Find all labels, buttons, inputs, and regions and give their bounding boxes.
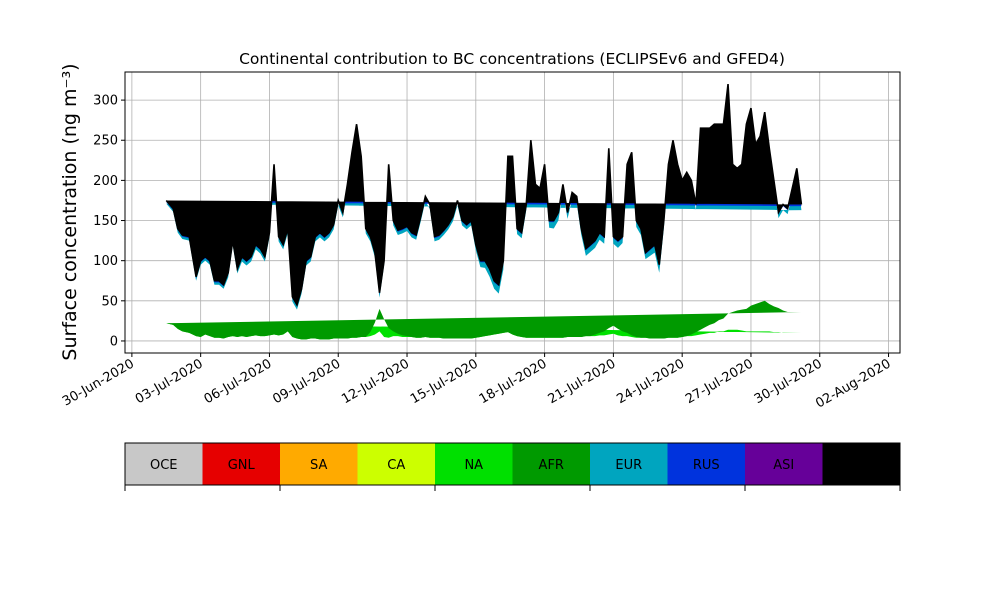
x-tick-label: 03-Jul-2020 [133,356,206,407]
legend-colorbar: OCE GNL SA CA NA AFR EUR RUS ASI AUS [124,442,901,491]
y-tick-label: 200 [93,174,118,189]
area-aus [166,84,802,305]
legend-swatch-eur [590,443,668,485]
x-tick-label: 12-Jul-2020 [339,356,412,407]
y-tick-label: 250 [93,134,118,149]
area-afr [166,300,802,340]
plot-area: 0 50 100 150 200 250 300 30-Jun-202003-Jul-2020… [60,71,901,412]
legend-label-aus: AUS [848,458,875,473]
legend-label-rus: RUS [693,458,720,473]
legend-swatch-gnl [202,443,280,485]
axes-frame [124,71,901,354]
y-tick-label: 0 [110,334,118,349]
y-tick-label: 50 [101,294,118,309]
x-tick-label: 18-Jul-2020 [477,356,550,407]
x-tick-label: 30-Jun-2020 [60,356,137,409]
y-tick-label: 150 [93,214,118,229]
x-tick-label: 21-Jul-2020 [546,356,619,407]
x-tick-label: 27-Jul-2020 [683,356,756,407]
legend-swatch-sa [280,443,358,485]
legend-swatch-na [435,443,513,485]
stacked-areas [165,83,803,340]
legend-swatch-rus [667,443,745,485]
legend-swatch-aus [822,443,900,485]
legend-swatch-oce [125,443,203,485]
legend-swatch-asi [745,443,823,485]
legend-label-asi: ASI [773,458,794,473]
y-tick-label: 100 [93,254,118,269]
legend-label-gnl: GNL [228,458,256,473]
legend-label-ca: CA [387,458,405,473]
legend-label-na: NA [464,458,483,473]
total-outline [165,83,803,307]
y-axis-label: Surface concentration (ng m⁻³) [59,63,81,360]
x-tick-label: 06-Jul-2020 [202,356,275,407]
y-tick-label: 300 [93,94,118,109]
legend-label-eur: EUR [615,458,642,473]
legend-label-oce: OCE [150,458,178,473]
x-tick-label: 09-Jul-2020 [270,356,343,407]
legend-label-sa: SA [310,458,327,473]
x-tick-label: 15-Jul-2020 [408,356,481,407]
legend-frame [124,442,901,486]
legend-swatch-afr [512,443,590,485]
x-tick-label: 24-Jul-2020 [614,356,687,407]
legend-swatch-ca [357,443,435,485]
x-tick-label: 02-Aug-2020 [813,356,893,411]
legend-label-afr: AFR [539,458,564,473]
chart-title: Continental contribution to BC concentra… [239,50,785,68]
